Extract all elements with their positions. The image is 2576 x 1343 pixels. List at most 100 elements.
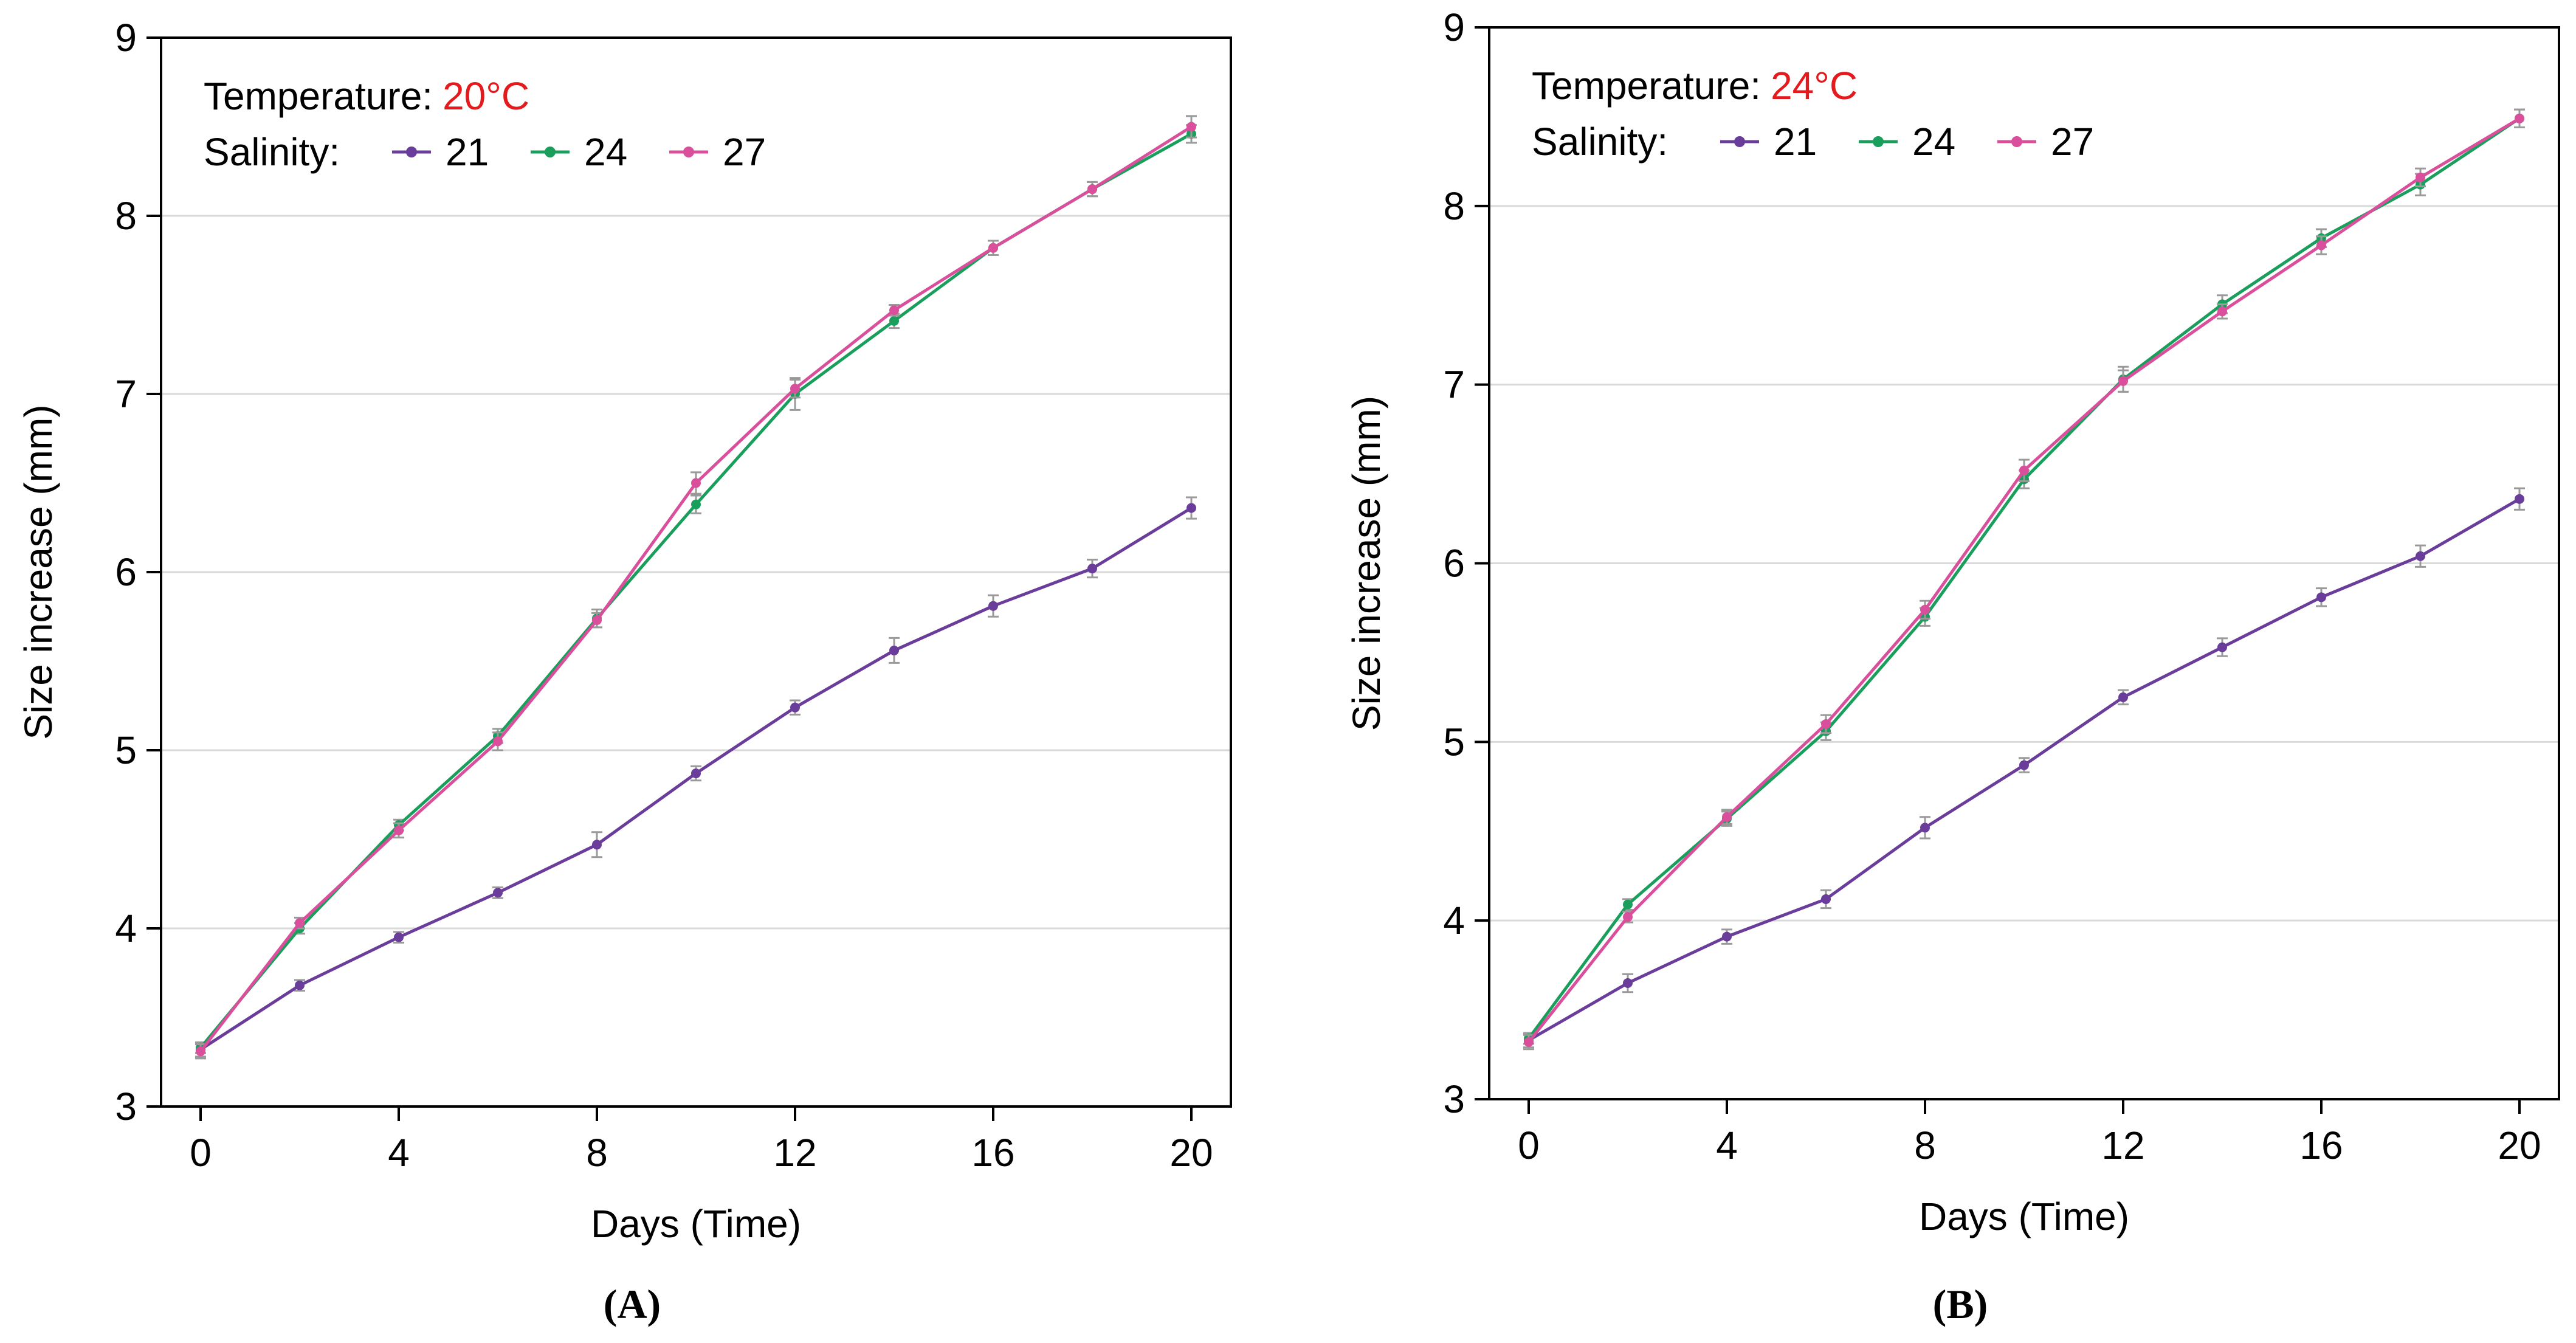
x-tick-label: 12 bbox=[2101, 1124, 2144, 1167]
data-point bbox=[1920, 823, 1930, 833]
x-tick-label: 4 bbox=[388, 1131, 410, 1175]
data-point bbox=[2118, 692, 2128, 702]
data-point bbox=[1722, 812, 1732, 822]
legend-swatch-dot bbox=[545, 147, 556, 157]
data-point bbox=[2416, 551, 2425, 561]
data-point bbox=[493, 888, 503, 898]
temperature-label: Temperature: bbox=[204, 74, 433, 118]
series-line bbox=[199, 125, 1193, 1052]
y-tick-label: 9 bbox=[115, 16, 137, 60]
temperature-legend: Temperature: 24°C bbox=[1532, 64, 1858, 108]
y-tick-label: 6 bbox=[1443, 542, 1465, 585]
data-point bbox=[394, 825, 404, 835]
series-salinity-24 bbox=[195, 124, 1197, 1054]
y-tick-label: 8 bbox=[115, 194, 137, 238]
chart-panel-a: 3 4 5 6 7 8 9 0 4 8 12 16 20 Days (Time) Size increase… bbox=[16, 16, 1232, 1327]
data-point bbox=[2019, 760, 2029, 770]
legend-label: 24 bbox=[1912, 120, 1955, 164]
y-tick-label: 8 bbox=[1443, 184, 1465, 228]
data-point bbox=[1087, 564, 1097, 574]
data-point bbox=[889, 645, 899, 655]
legend-swatch-dot bbox=[406, 147, 417, 157]
data-point bbox=[691, 768, 701, 779]
data-point bbox=[1821, 894, 1831, 904]
series-salinity-27 bbox=[195, 115, 1197, 1060]
legend-swatch-dot bbox=[2011, 136, 2022, 147]
data-point bbox=[295, 918, 305, 928]
data-point bbox=[1623, 912, 1633, 922]
y-tick-label: 7 bbox=[115, 372, 137, 416]
data-point bbox=[1524, 1037, 1534, 1047]
data-point bbox=[691, 478, 701, 488]
y-tick-label: 5 bbox=[1443, 720, 1465, 764]
series-salinity-21 bbox=[195, 496, 1197, 1058]
legend-item-salinity-24: 24 bbox=[531, 130, 627, 174]
legend-label: 21 bbox=[446, 130, 489, 174]
legend-label: 24 bbox=[584, 130, 627, 174]
x-tick-label: 16 bbox=[971, 1131, 1014, 1175]
panel-caption: (A) bbox=[604, 1281, 661, 1327]
x-tick-label: 8 bbox=[586, 1131, 608, 1175]
data-point bbox=[1186, 503, 1196, 513]
data-point bbox=[1623, 899, 1633, 910]
temperature-value: 24°C bbox=[1771, 64, 1858, 108]
data-point bbox=[394, 932, 404, 942]
series-line bbox=[1527, 117, 2521, 1040]
data-point bbox=[196, 1046, 205, 1057]
y-axis-title: Size increase (mm) bbox=[16, 404, 60, 739]
data-point bbox=[2217, 306, 2227, 317]
y-tick-label: 7 bbox=[1443, 363, 1465, 407]
x-axis-title: Days (Time) bbox=[1919, 1195, 2129, 1238]
data-point bbox=[1920, 604, 1930, 615]
y-tick-label: 6 bbox=[115, 550, 137, 594]
chart-panel-b: 3 4 5 6 7 8 9 0 4 8 12 16 20 Days (Time) Size increase… bbox=[1345, 5, 2560, 1327]
data-point bbox=[1186, 122, 1196, 132]
x-tick-label: 12 bbox=[773, 1131, 816, 1175]
legend-item-salinity-24: 24 bbox=[1859, 120, 1955, 164]
legend-item-salinity-21: 21 bbox=[1720, 120, 1817, 164]
data-point bbox=[988, 601, 998, 611]
legend-swatch-dot bbox=[1734, 136, 1745, 147]
data-point bbox=[295, 980, 305, 990]
legend-item-salinity-27: 27 bbox=[1997, 120, 2094, 164]
y-tick-label: 3 bbox=[115, 1085, 137, 1128]
series-line bbox=[1527, 117, 2521, 1043]
legend-item-salinity-21: 21 bbox=[392, 130, 489, 174]
data-point bbox=[988, 243, 998, 253]
legend-swatch-dot bbox=[1873, 136, 1884, 147]
data-point bbox=[592, 840, 602, 850]
data-point bbox=[889, 316, 899, 326]
x-tick-label: 20 bbox=[1169, 1131, 1213, 1175]
legend-label: 27 bbox=[2051, 120, 2094, 164]
x-axis-title: Days (Time) bbox=[591, 1202, 801, 1246]
data-point bbox=[2316, 240, 2326, 250]
y-tick-label: 4 bbox=[115, 906, 137, 950]
y-tick-label: 4 bbox=[1443, 899, 1465, 942]
salinity-legend-title: Salinity: bbox=[1532, 120, 1668, 164]
data-point bbox=[790, 384, 800, 394]
temperature-label: Temperature: bbox=[1532, 64, 1761, 108]
x-tick-label: 0 bbox=[190, 1131, 212, 1175]
data-point bbox=[889, 305, 899, 316]
data-point bbox=[592, 615, 602, 626]
y-tick-label: 5 bbox=[115, 728, 137, 772]
data-point bbox=[2515, 113, 2524, 123]
series-line bbox=[199, 133, 1193, 1049]
legend-label: 21 bbox=[1774, 120, 1817, 164]
temperature-legend: Temperature: 20°C bbox=[204, 74, 529, 118]
data-point bbox=[1821, 719, 1831, 729]
data-point bbox=[2515, 494, 2524, 504]
x-tick-label: 4 bbox=[1716, 1124, 1738, 1167]
series-salinity-27 bbox=[1523, 108, 2525, 1051]
legend-item-salinity-27: 27 bbox=[669, 130, 766, 174]
x-tick-label: 16 bbox=[2299, 1124, 2343, 1167]
y-tick-label: 3 bbox=[1443, 1077, 1465, 1121]
data-point bbox=[691, 499, 701, 509]
y-tick-label: 9 bbox=[1443, 5, 1465, 49]
salinity-legend-title: Salinity: bbox=[204, 130, 340, 174]
x-tick-label: 8 bbox=[1914, 1124, 1936, 1167]
x-tick-label: 0 bbox=[1518, 1124, 1540, 1167]
data-point bbox=[1623, 978, 1633, 989]
legend-label: 27 bbox=[723, 130, 766, 174]
